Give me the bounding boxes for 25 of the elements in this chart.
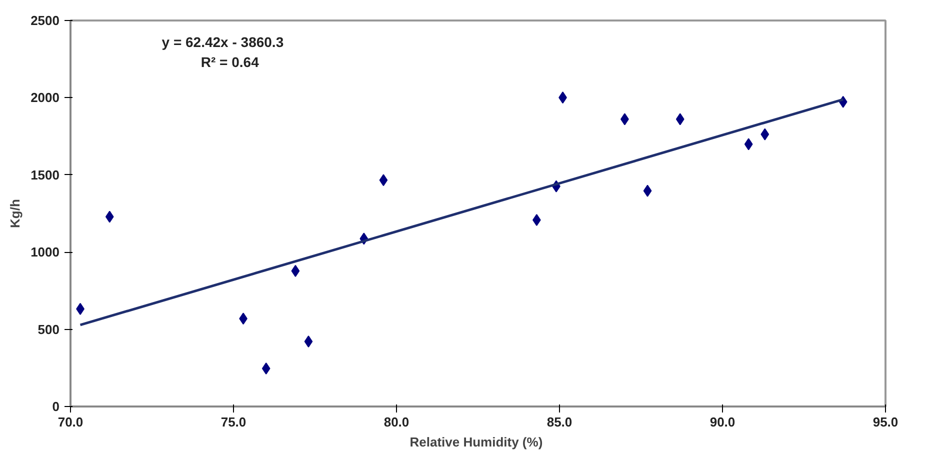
point bbox=[304, 336, 313, 348]
x-tick-label: 70.0 bbox=[58, 414, 84, 430]
annotation: y = 62.42x - 3860.3 bbox=[162, 34, 284, 50]
point bbox=[744, 138, 753, 150]
x-axis-title: Relative Humidity (%) bbox=[410, 434, 543, 450]
x-tick-label: 95.0 bbox=[872, 414, 898, 430]
y-tick-label: 0 bbox=[52, 399, 60, 414]
y-tick-label: 2500 bbox=[30, 13, 60, 28]
y-tick-label: 1500 bbox=[30, 167, 60, 182]
y-tick-label: 500 bbox=[38, 322, 60, 337]
annotation: R² = 0.64 bbox=[200, 54, 260, 70]
point bbox=[262, 362, 270, 375]
y-tick-label: 2000 bbox=[30, 90, 60, 106]
y-tick-label: 1000 bbox=[30, 244, 60, 260]
point bbox=[643, 184, 652, 197]
point bbox=[379, 174, 388, 186]
x-tick-label: 80.0 bbox=[384, 414, 410, 430]
point bbox=[291, 264, 300, 277]
point bbox=[676, 113, 684, 126]
x-tick-label: 75.0 bbox=[220, 414, 246, 430]
x-tick-label: 85.0 bbox=[546, 414, 572, 430]
x-tick-label: 90.0 bbox=[710, 414, 736, 430]
point bbox=[760, 128, 770, 140]
point bbox=[105, 210, 114, 223]
y-axis-title: Kg/h bbox=[8, 199, 23, 228]
